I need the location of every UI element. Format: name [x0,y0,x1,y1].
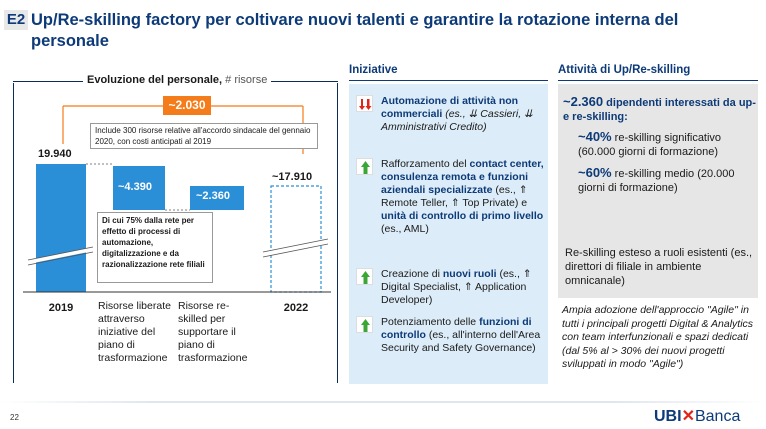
activities-sub2-rest: re-skilling medio (20.000 giorni di form… [578,168,735,194]
axis-break [27,246,94,261]
bar-2019 [36,164,86,292]
activities-extended: Re-skilling esteso a ruoli esistenti (es… [565,247,753,287]
category-2019: 2019 [48,302,74,314]
logo-x-icon: ✕ [681,408,695,425]
section-badge: E2 [4,10,28,30]
initiative-controllo-rest: (es., all'interno dell'Area Security and… [381,329,541,354]
axis-break [27,251,94,266]
chart-title-light: # risorse [222,74,268,86]
initiative-rafforzamento-rest: (es., ⇑ Remote Teller, ⇑ Top Private) e [381,184,528,209]
initiative-controllo-bold: funzioni di controllo [381,316,532,341]
category-2022: 2022 [283,302,309,314]
page-title: Up/Re-skilling factory per coltivare nuo… [31,11,679,50]
activities-main-rest: dipendenti interessati da up- e re-skill… [563,97,756,123]
initiative-controllo: Potenziamento delle funzioni di controll… [381,316,551,355]
activities-sub-medio: ~60% re-skilling medio (20.000 giorni di… [578,166,758,195]
logo-banca: Banca [694,408,741,425]
axis-break [27,247,94,264]
initiative-rafforzamento-rest2: (es., AML) [381,223,429,235]
bar-value-2022: ~17.910 [272,171,313,183]
bar-2022 [270,185,322,293]
initiatives-panel [349,84,548,384]
axis-break [262,238,329,253]
header-divider [349,80,548,81]
initiative-rafforzamento-bold: contact center, consulenza remota e funz… [381,158,544,196]
activities-sub2-pct: ~60% [578,165,612,180]
initiative-rafforzamento-pre: Rafforzamento del [381,158,470,170]
bar-value-2019: 19.940 [38,148,72,160]
chart-panel [13,83,338,383]
note-accordo: Include 300 risorse relative all'accordo… [90,123,318,149]
initiative-nuovi-ruoli-rest: (es., ⇑ Digital Specialist, ⇑ Applicatio… [381,268,532,306]
initiative-nuovi-ruoli: Creazione di nuovi ruoli (es., ⇑ Digital… [381,268,551,307]
arrow-up-icon [356,268,373,285]
activities-sub1-rest: re-skilling significativo (60.000 giorni… [578,132,722,158]
logo-ubi: UBI [654,408,682,425]
note-rete: Di cui 75% dalla rete per effetto di pro… [97,212,213,283]
chart-title: Evoluzione del personale, # risorse [83,74,272,86]
activities-sub1-pct: ~40% [578,129,612,144]
initiative-automazione-rest: (es., ⇊ Cassieri, ⇊ Amministrativi Credi… [381,108,533,133]
reduction-badge: ~2.030 [163,96,211,115]
activities-main: ~2.360 dipendenti interessati da up- e r… [563,95,758,124]
initiative-rafforzamento: Rafforzamento del contact center, consul… [381,158,551,236]
activities-sub-significativo: ~40% re-skilling significativo (60.000 g… [578,130,758,159]
footer-divider [0,401,766,403]
bar-value-reskilled: ~2.360 [196,190,230,202]
axis-break [262,243,329,258]
desc-risorse-reskilled: Risorse re-skilled per supportare il pia… [178,300,248,364]
page-number: 22 [10,413,19,422]
desc-risorse-liberate: Risorse liberate attraverso iniziative d… [98,300,171,364]
initiative-controllo-pre: Potenziamento delle [381,316,480,328]
header: E2 Up/Re-skilling factory per coltivare … [0,0,766,56]
arrow-up-icon [356,316,373,333]
ubi-banca-logo: UBI✕Banca [654,406,740,426]
waterfall-chart [23,105,331,293]
bar-risorse-liberate [113,166,165,210]
activities-agile: Ampia adozione dell'approccio "Agile" in… [562,304,754,370]
initiative-nuovi-ruoli-pre: Creazione di [381,268,443,280]
axis-break [262,239,329,256]
chart-title-bold: Evoluzione del personale, [87,74,223,86]
initiative-rafforzamento-bold2: unità di controllo di primo livello [381,210,544,222]
arrow-up-icon [356,158,373,175]
initiative-automazione: Automazione di attività non commerciali … [381,95,551,134]
bar-risorse-reskilled [190,186,244,210]
double-arrow-down-icon [356,95,373,112]
activities-main-number: ~2.360 [563,94,604,109]
activities-header: Attività di Up/Re-skilling [558,64,691,76]
bar-value-liberate: ~4.390 [118,181,152,193]
initiatives-header: Iniziative [349,64,398,76]
initiative-nuovi-ruoli-bold: nuovi ruoli [442,268,497,280]
chart-frame-line [13,81,85,82]
header-divider [558,80,758,81]
activities-panel [558,84,758,298]
chart-frame-line [240,81,338,82]
initiative-automazione-bold: Automazione di attività non commerciali [381,95,519,120]
